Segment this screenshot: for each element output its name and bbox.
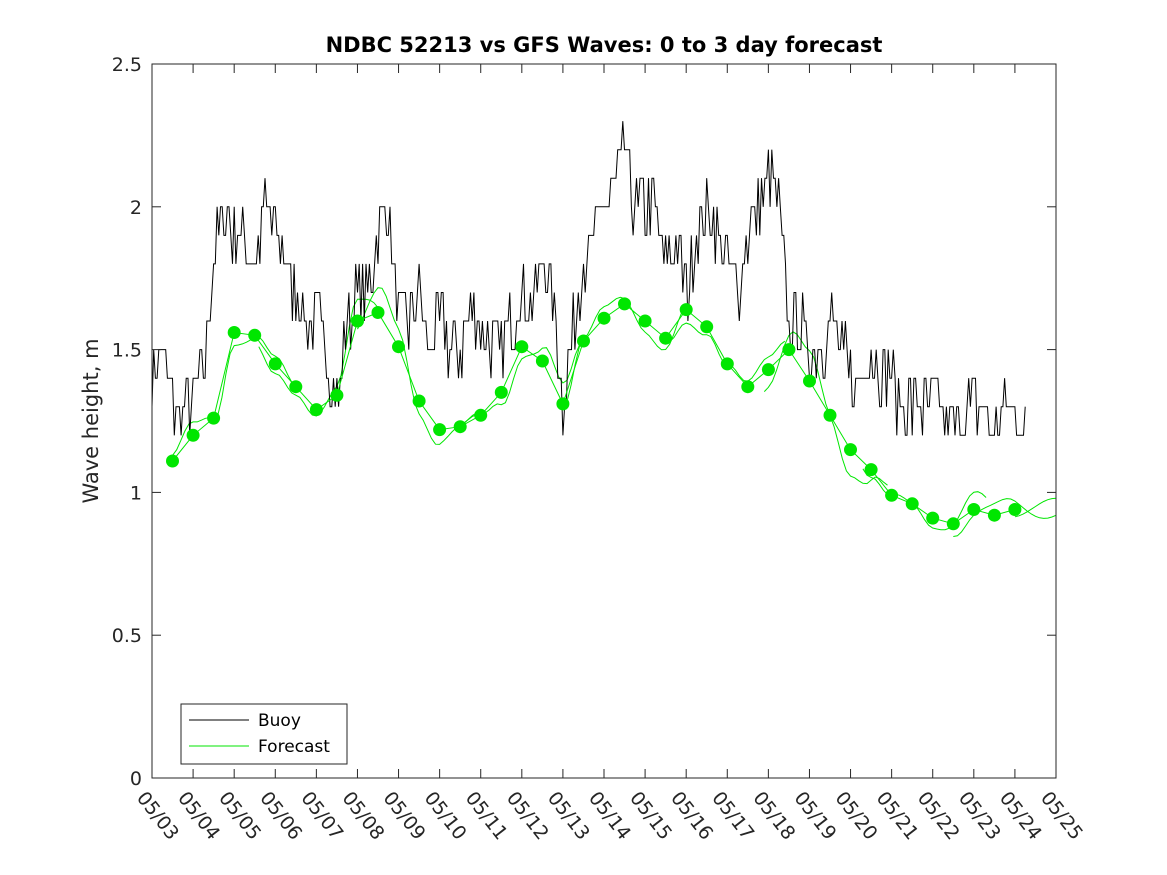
forecast-point	[556, 397, 570, 411]
forecast-point	[309, 403, 323, 417]
forecast-point	[823, 408, 837, 422]
forecast-point	[186, 428, 200, 442]
forecast-point	[720, 357, 734, 371]
forecast-point	[494, 385, 508, 399]
forecast-point	[926, 511, 940, 525]
forecast-point	[351, 314, 364, 328]
forecast-point	[987, 508, 1001, 522]
forecast-point	[515, 340, 529, 354]
forecast-ensemble-line	[862, 468, 987, 531]
forecast-point	[803, 374, 816, 388]
forecast-series	[166, 297, 1022, 531]
y-tick-label: 2	[130, 197, 142, 219]
forecast-point	[207, 411, 221, 425]
forecast-point	[433, 423, 447, 437]
forecast-point	[412, 394, 426, 408]
chart-title: NDBC 52213 vs GFS Waves: 0 to 3 day fore…	[326, 33, 883, 57]
forecast-point	[597, 311, 611, 325]
buoy-series	[151, 121, 1026, 436]
forecast-point	[885, 488, 899, 502]
forecast-point	[967, 503, 981, 516]
forecast-point	[248, 328, 262, 342]
forecast-point	[268, 357, 282, 371]
forecast-point	[679, 303, 693, 317]
forecast-point	[782, 343, 796, 357]
legend: Buoy Forecast	[180, 703, 348, 765]
y-axis-title: Wave height, m	[79, 338, 103, 503]
forecast-point	[618, 297, 631, 311]
forecast-point	[905, 497, 919, 511]
forecast-point	[535, 354, 549, 368]
forecast-point	[844, 443, 857, 457]
forecast-ensemble-line	[1014, 497, 1057, 518]
y-tick-label: 1	[130, 482, 142, 504]
forecast-point	[659, 331, 673, 345]
forecast-point	[1008, 503, 1022, 516]
forecast-point	[371, 306, 385, 319]
forecast-point	[453, 420, 467, 434]
legend-forecast-label: Forecast	[258, 737, 330, 757]
y-tick-label: 1.5	[112, 340, 142, 362]
legend-buoy-label: Buoy	[258, 711, 301, 731]
forecast-point	[166, 454, 179, 468]
forecast-ensemble-line	[172, 335, 297, 456]
forecast-point	[700, 320, 714, 334]
forecast-point	[474, 408, 488, 422]
forecast-point	[392, 340, 405, 354]
y-tick-label: 0.5	[112, 625, 142, 647]
forecast-point	[227, 326, 241, 339]
forecast-ensemble-line	[953, 498, 1057, 537]
y-tick-label: 0	[130, 768, 142, 790]
forecast-point	[741, 380, 755, 394]
forecast-point	[946, 517, 960, 531]
forecast-point	[638, 314, 652, 328]
forecast-point	[577, 334, 590, 348]
plot-area	[152, 64, 1056, 778]
forecast-point	[289, 380, 303, 394]
forecast-point	[761, 363, 775, 377]
buoy-line	[151, 121, 1026, 436]
y-tick-label: 2.5	[112, 54, 142, 76]
legend-box	[180, 703, 348, 765]
forecast-point	[864, 463, 878, 477]
forecast-point	[330, 388, 344, 402]
